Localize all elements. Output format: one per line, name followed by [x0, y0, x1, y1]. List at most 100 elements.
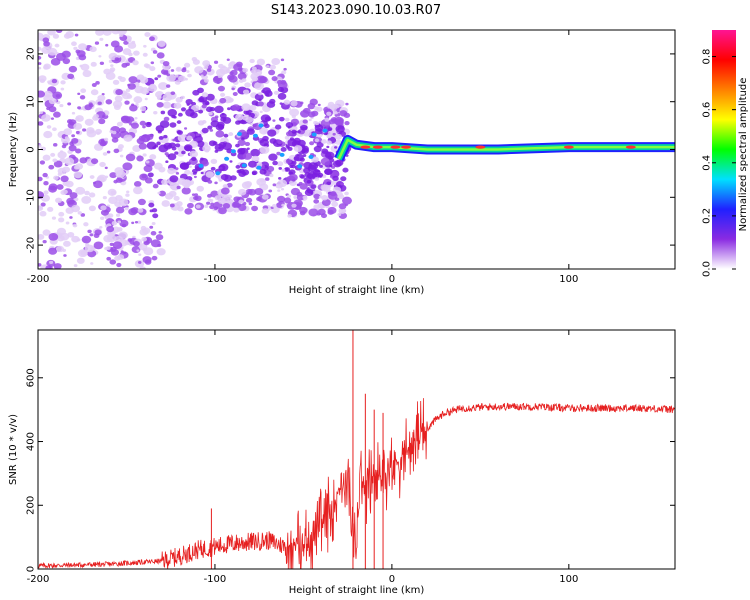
spectrogram-cell [61, 144, 67, 149]
spectrogram-cell [241, 169, 250, 176]
spectrogram-cell [303, 167, 311, 174]
spectrogram-cell [53, 160, 63, 168]
spectrogram-cell [317, 208, 326, 216]
spectrogram-cell [218, 164, 226, 171]
spectrogram-cell [326, 145, 330, 149]
spectrogram-cell [142, 153, 147, 157]
spectrogram-cell [49, 260, 54, 265]
spectrogram-cell [104, 246, 109, 251]
spectrogram-cell [105, 175, 109, 179]
spectrogram-cell [326, 134, 332, 139]
spectrogram-y-tick-label: 10 [26, 95, 37, 108]
spectrogram-cell [111, 130, 117, 135]
spectrogram-cell [254, 81, 265, 90]
spectrogram-x-tick-label: -100 [204, 274, 227, 285]
spectrogram-cell [117, 144, 124, 149]
spectrogram-cell [149, 36, 155, 42]
spectrogram-cell [155, 234, 164, 241]
spectrogram-cell [109, 172, 117, 179]
spectrogram-cell [119, 154, 124, 158]
spectrogram-cell [205, 171, 214, 178]
spectrogram-cell [251, 205, 259, 212]
spectrogram-cell [277, 87, 285, 93]
spectrogram-cell [241, 137, 245, 141]
spectrogram-cell [167, 144, 171, 148]
spectrogram-cell [318, 195, 322, 199]
spectrogram-cell [230, 69, 238, 76]
spectrogram-cell [194, 66, 204, 74]
spectrogram-cell [88, 192, 96, 198]
spectrogram-cell [232, 91, 238, 96]
spectrogram-cell [158, 166, 166, 173]
spectrogram-cell [84, 118, 94, 126]
spectrogram-cell [210, 166, 216, 171]
snr-x-axis-label: Height of straight line (km) [289, 585, 425, 596]
spectrogram-cell [151, 221, 156, 226]
spectrogram-cell [58, 211, 65, 217]
spectrogram-cell [136, 137, 145, 145]
spectrogram-cell [340, 182, 345, 186]
spectrogram-cell [38, 55, 42, 60]
spectrogram-cell [100, 139, 105, 143]
spectrogram-cell [81, 195, 92, 204]
snr-y-tick-label: 600 [26, 368, 37, 387]
spectrogram-cell [47, 206, 54, 212]
spectrogram-cell [92, 181, 96, 185]
spectrogram-cell [112, 79, 120, 85]
spectrogram-cell [218, 63, 224, 69]
spectrogram-cell [198, 97, 205, 103]
spectrogram-cell [127, 238, 133, 242]
spectrogram-cell [271, 58, 281, 66]
spectrogram-cell [82, 128, 87, 132]
spectrogram-cell [69, 216, 73, 219]
spectrogram-cell [337, 212, 342, 217]
spectrogram-cell [315, 128, 323, 135]
spectrogram-cell [236, 131, 242, 136]
spectrogram-ridge [334, 134, 675, 162]
spectrogram-cell [191, 57, 198, 62]
spectrogram-cell [135, 102, 139, 106]
spectrogram-cell [170, 91, 176, 96]
spectrogram-cell [52, 127, 57, 132]
spectrogram-cell [206, 93, 215, 101]
spectrogram-cell [78, 54, 87, 61]
spectrogram-cell [167, 167, 176, 175]
spectrogram-cell [326, 140, 332, 145]
spectrogram-cell [226, 182, 233, 188]
spectrogram-cell [102, 30, 112, 36]
spectrogram-cell [214, 105, 224, 114]
spectrogram-cell [277, 195, 286, 203]
spectrogram-cell [256, 178, 267, 186]
spectrogram-cell [131, 221, 135, 225]
spectrogram-cell [323, 132, 328, 136]
spectrogram-cell [289, 179, 297, 187]
spectrogram-cell [281, 168, 286, 172]
spectrogram-cell [327, 155, 333, 160]
spectrogram-cell [71, 235, 80, 243]
spectrogram-cell [111, 221, 118, 226]
spectrogram-cell [218, 207, 227, 215]
spectrogram-cell [299, 210, 306, 216]
spectrogram-cell [319, 164, 323, 168]
spectrogram-cell [269, 173, 274, 178]
spectrogram-y-tick-label: 20 [26, 48, 37, 61]
spectrogram-cell [331, 171, 340, 178]
spectrogram-cell [258, 123, 264, 128]
spectrogram-cell [173, 102, 182, 109]
spectrogram-cell [207, 193, 213, 198]
colorbar-tick-label: 0.8 [702, 49, 713, 65]
spectrogram-cell [289, 108, 300, 117]
spectrogram-cell [286, 194, 292, 198]
spectrogram-cell [80, 213, 86, 217]
snr-x-tick-label: -100 [204, 574, 227, 585]
colorbar-gradient [712, 30, 736, 269]
spectrogram-cell [125, 116, 135, 124]
spectrogram-cell [291, 203, 297, 208]
spectrogram-cell [39, 111, 44, 115]
spectrogram-cell [213, 60, 219, 64]
spectrogram-cell [269, 64, 276, 70]
spectrogram-cell [55, 245, 65, 253]
spectrogram-cell [65, 207, 74, 214]
spectrogram-cell [79, 95, 86, 100]
spectrogram-y-tick-label: -10 [26, 189, 37, 205]
